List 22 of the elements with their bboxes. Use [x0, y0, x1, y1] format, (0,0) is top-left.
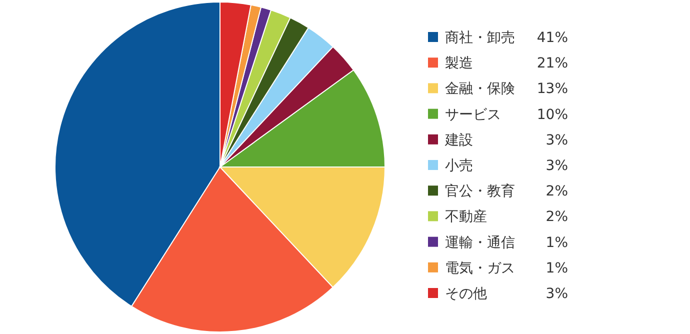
legend-label: 官公・教育	[445, 182, 515, 200]
legend-label: その他	[445, 286, 487, 302]
legend-label: 不動産	[445, 209, 487, 226]
legend-label: 運輸・通信	[445, 234, 515, 251]
data-label: 21%	[536, 56, 568, 72]
data-label: 1%	[546, 234, 568, 251]
data-label: 1%	[546, 260, 568, 276]
legend-label: サービス	[445, 106, 501, 123]
legend-label: 金融・保険	[445, 81, 515, 98]
data-label: 41%	[536, 30, 568, 46]
data-label: 13%	[536, 81, 568, 98]
legend-label: 商社・卸売	[445, 30, 515, 46]
data-label: 3%	[546, 132, 568, 148]
legend-label: 小売	[445, 158, 473, 174]
data-label: 10%	[536, 106, 568, 123]
data-label: 2%	[546, 184, 568, 200]
legend-label: 電気・ガス	[445, 260, 515, 276]
data-label: 3%	[546, 158, 568, 174]
legend-label: 製造	[445, 56, 473, 72]
legend-label: 建設	[444, 132, 473, 148]
data-label: 2%	[546, 209, 568, 226]
data-label: 3%	[546, 286, 568, 302]
